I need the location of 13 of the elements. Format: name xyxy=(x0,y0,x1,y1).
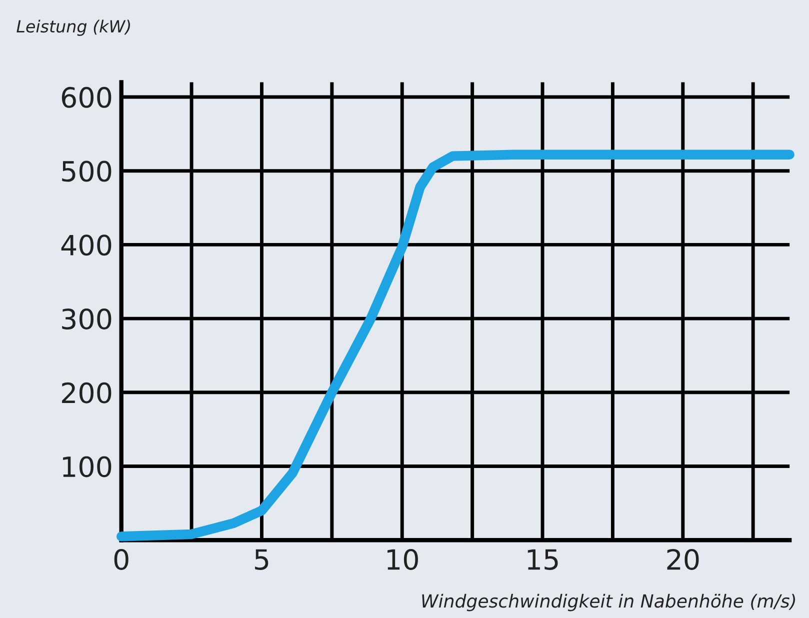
x-tick-label: 15 xyxy=(528,549,558,570)
y-tick-label: 600 xyxy=(62,86,112,108)
x-tick-label: 10 xyxy=(388,548,418,570)
y-tick-label: 500 xyxy=(62,160,112,182)
y-tick-label: 100 xyxy=(63,456,112,478)
y-tick-label: 300 xyxy=(62,308,112,330)
y-axis-title: Leistung (kW) xyxy=(16,20,130,36)
x-axis-title: Windgeschwindigkeit in Nabenhöhe (m/s) xyxy=(422,594,796,612)
x-tick-label: 0 xyxy=(114,548,128,570)
x-tick-label: 20 xyxy=(667,548,699,570)
y-tick-label: 400 xyxy=(61,234,112,256)
y-tick-label: 200 xyxy=(62,382,112,404)
x-tick-label: 5 xyxy=(255,549,268,570)
